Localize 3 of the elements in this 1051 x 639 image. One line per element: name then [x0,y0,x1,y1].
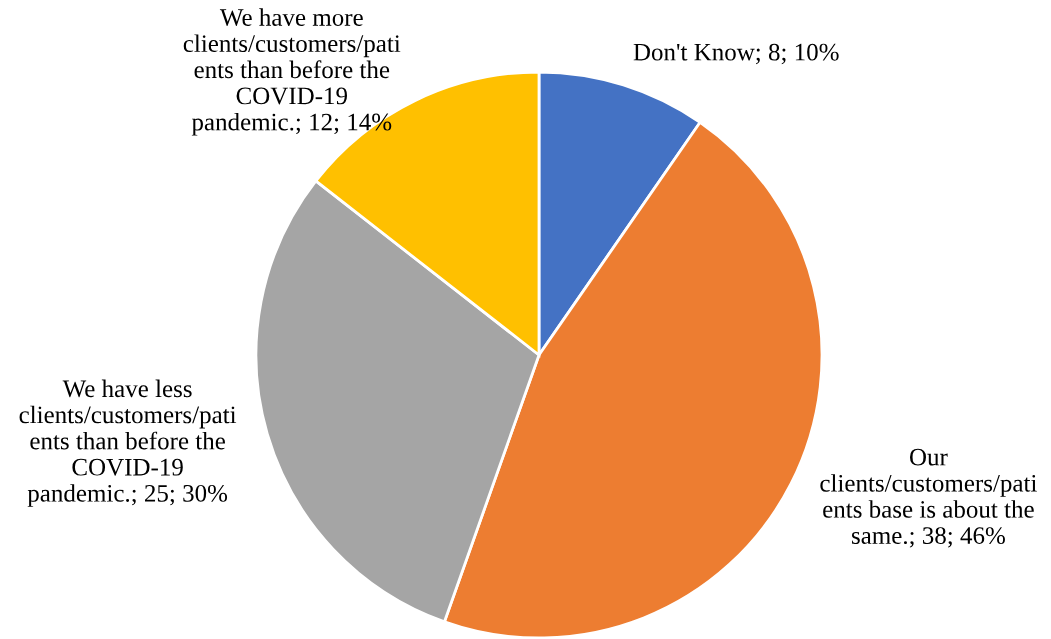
slice-label: We have less clients/customers/pati ents than before the COVID-19 pandemic.; 25; 30% [19,379,237,507]
slice-label: Don't Know; 8; 10% [633,43,839,65]
slice-label: Our clients/customers/pati ents base is about the same.; 38; 46% [820,448,1037,548]
